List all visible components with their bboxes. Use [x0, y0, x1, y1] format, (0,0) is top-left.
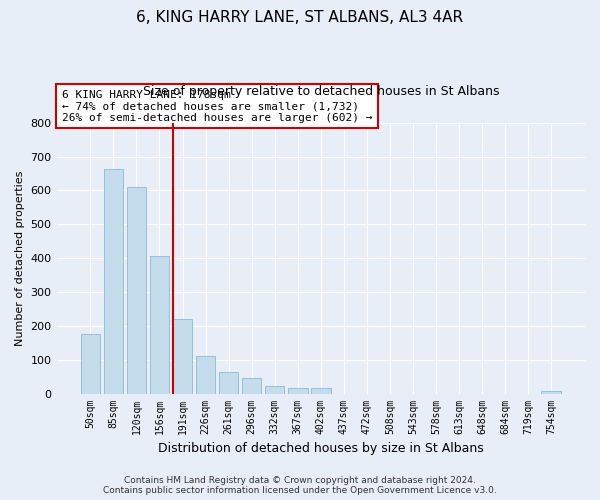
Title: Size of property relative to detached houses in St Albans: Size of property relative to detached ho…	[143, 85, 499, 98]
Bar	[104, 169, 123, 394]
Bar	[311, 388, 331, 394]
Bar	[80, 334, 100, 394]
Text: 6 KING HARRY LANE: 178sqm
← 74% of detached houses are smaller (1,732)
26% of se: 6 KING HARRY LANE: 178sqm ← 74% of detac…	[62, 90, 373, 123]
Bar	[149, 256, 169, 394]
Y-axis label: Number of detached properties: Number of detached properties	[15, 170, 25, 346]
Bar	[242, 378, 262, 394]
Text: Contains HM Land Registry data © Crown copyright and database right 2024.
Contai: Contains HM Land Registry data © Crown c…	[103, 476, 497, 495]
Bar	[265, 386, 284, 394]
Bar	[196, 356, 215, 394]
Bar	[541, 391, 561, 394]
Text: 6, KING HARRY LANE, ST ALBANS, AL3 4AR: 6, KING HARRY LANE, ST ALBANS, AL3 4AR	[136, 10, 464, 25]
Bar	[173, 319, 193, 394]
Bar	[127, 187, 146, 394]
Bar	[219, 372, 238, 394]
Bar	[288, 388, 308, 394]
X-axis label: Distribution of detached houses by size in St Albans: Distribution of detached houses by size …	[158, 442, 484, 455]
